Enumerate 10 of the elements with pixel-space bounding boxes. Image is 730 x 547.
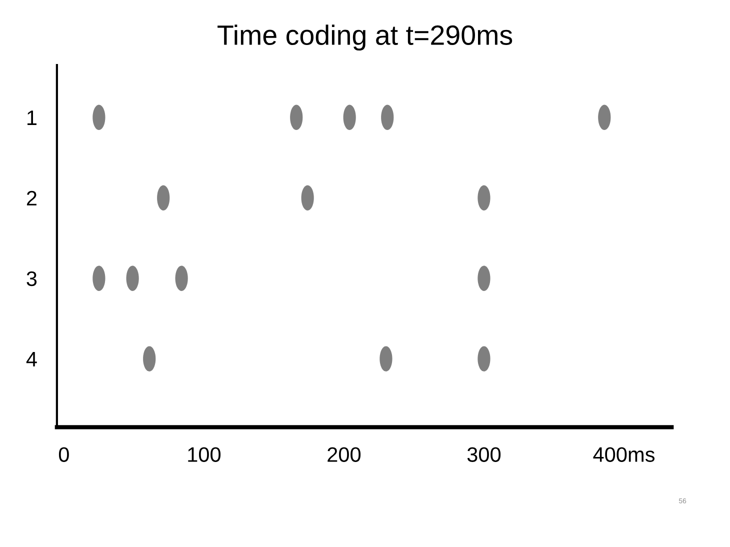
x-tick-label: 300 <box>467 447 501 462</box>
y-tick-label: 2 <box>26 190 36 206</box>
y-tick-label: 4 <box>26 352 37 366</box>
y-tick-label: 3 <box>26 271 37 286</box>
x-tick-label: 100 <box>188 447 221 462</box>
chart-title: Time coding at t=290ms <box>218 24 512 51</box>
y-tick-label: 1 <box>28 110 36 125</box>
x-tick-label: 200 <box>328 447 361 462</box>
x-tick-label: 0 <box>58 447 69 462</box>
x-tick-label: 400ms <box>593 447 655 462</box>
